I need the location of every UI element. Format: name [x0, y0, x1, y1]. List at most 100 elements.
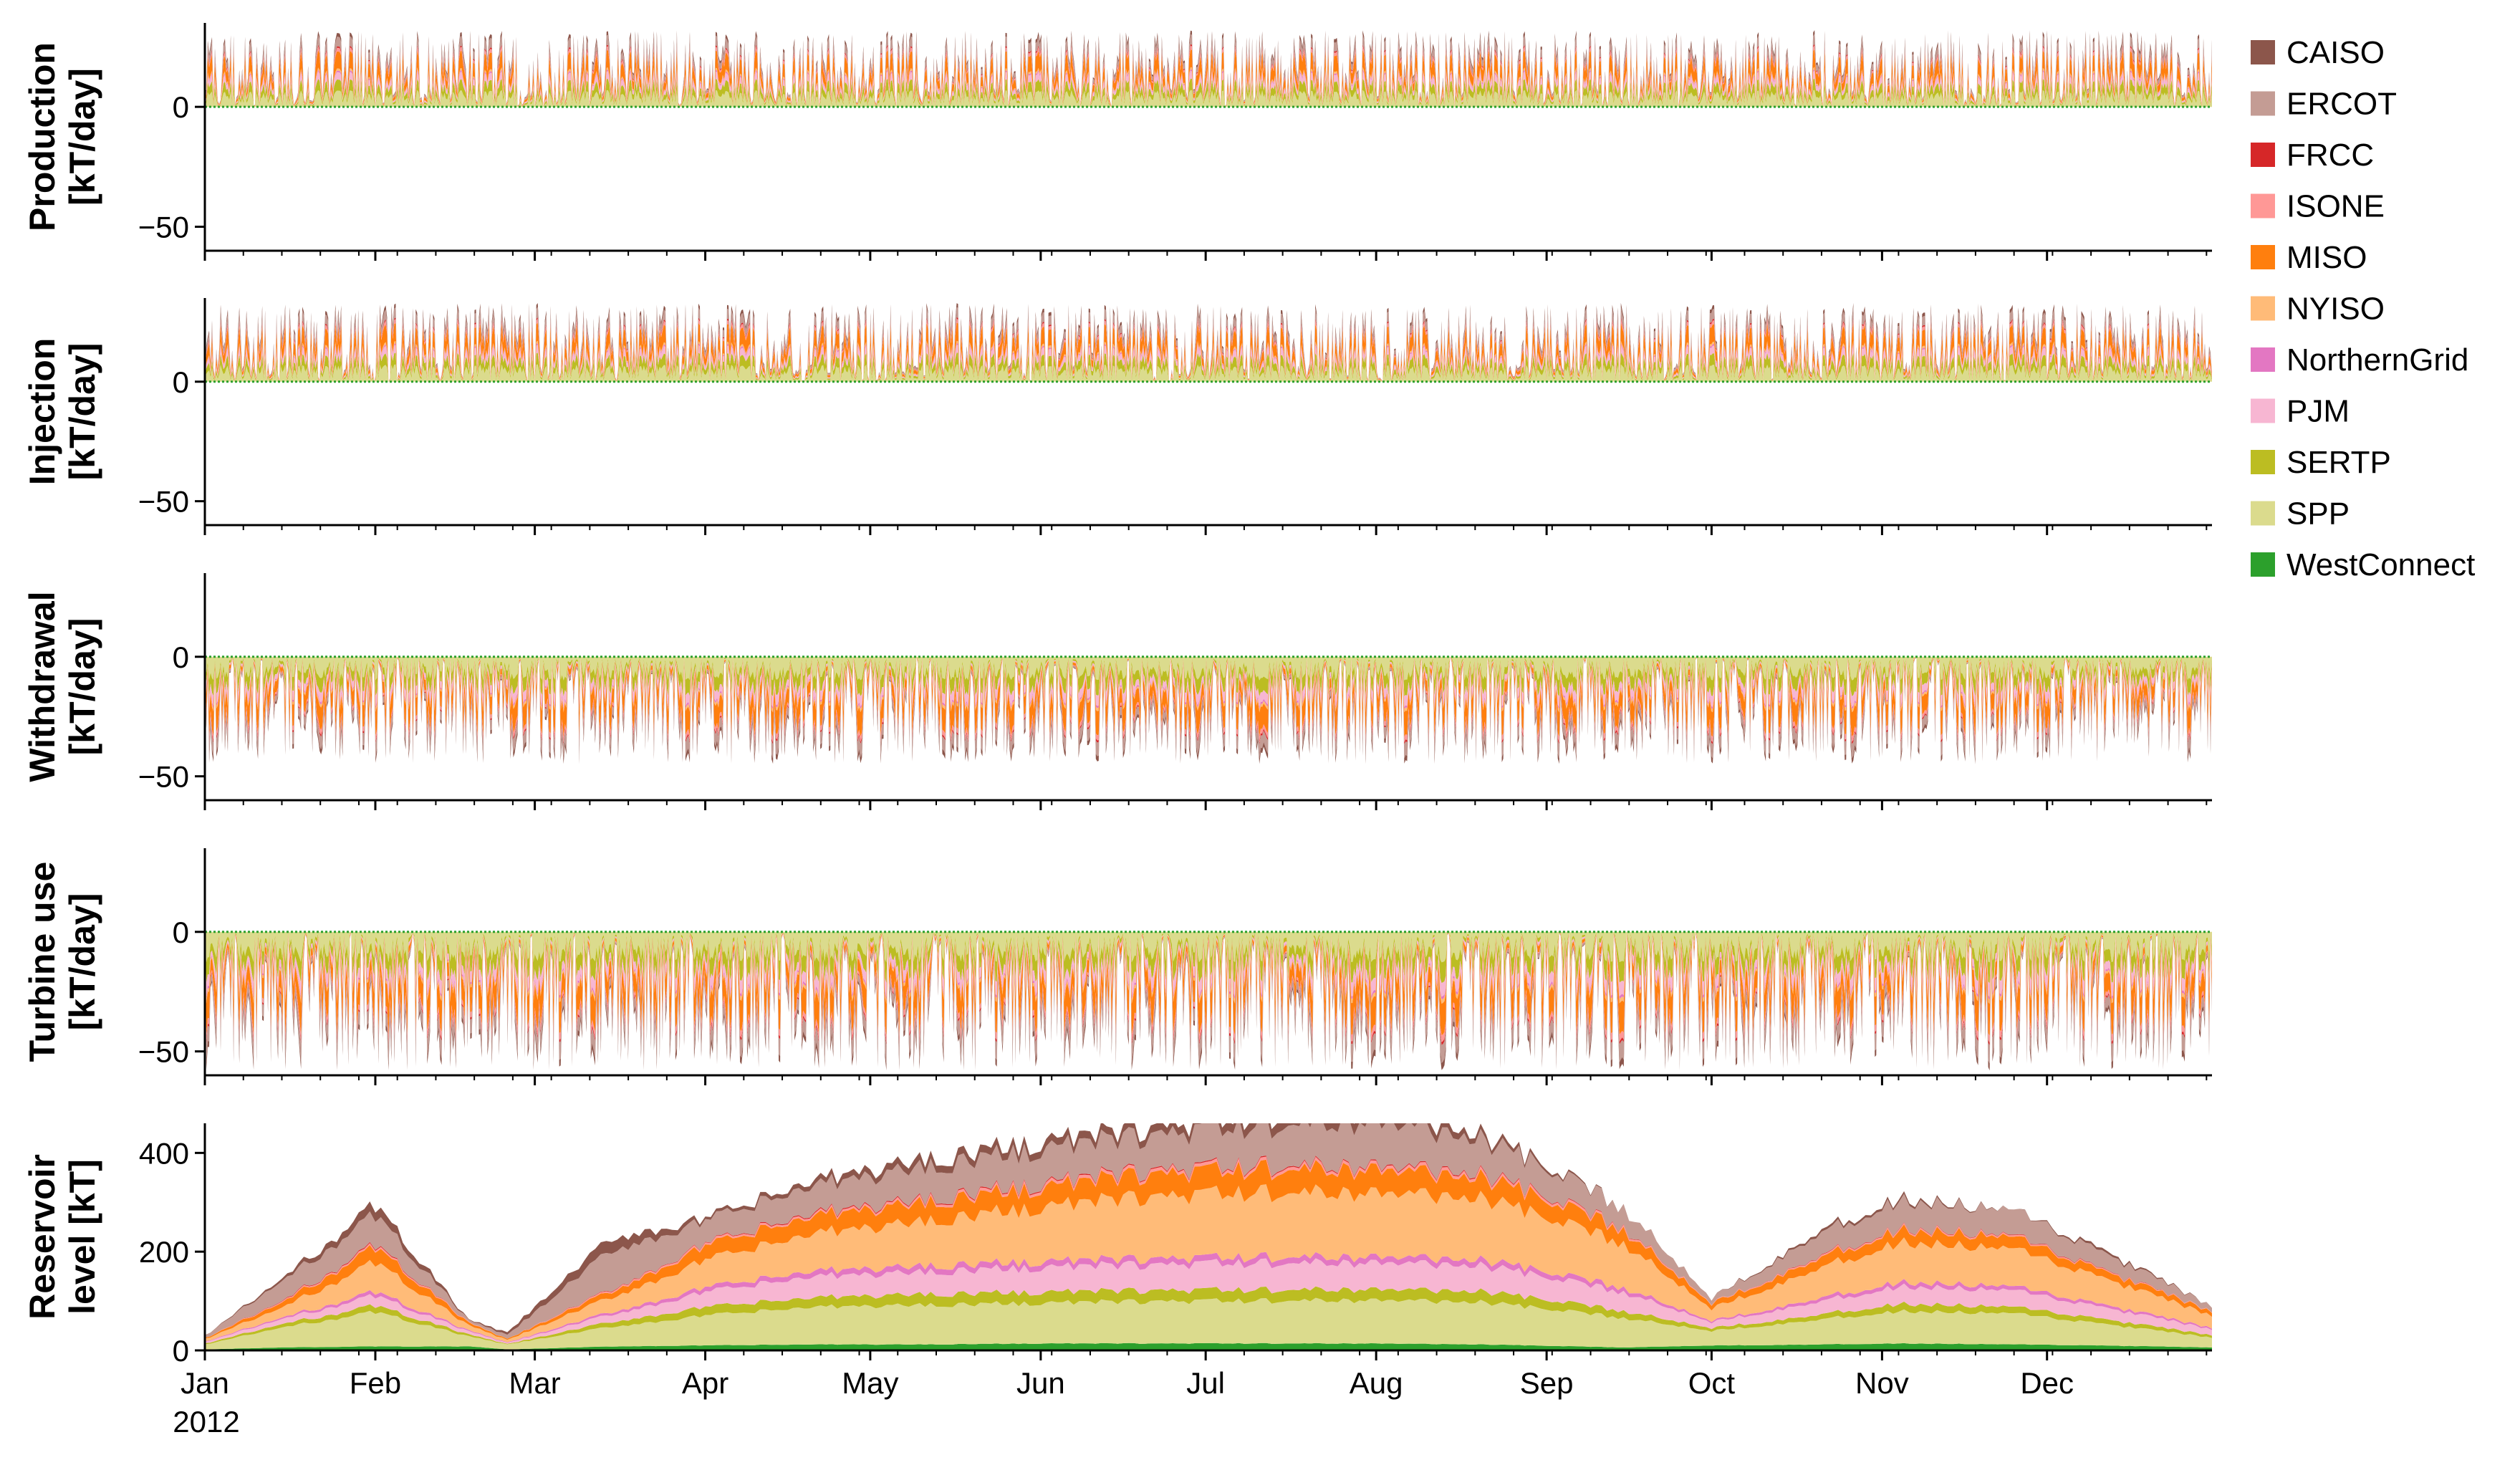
legend: CAISO ERCOT FRCC ISONE MISO NYISO NorthernGrid… [2251, 35, 2475, 582]
y-tick-label-injection: 0 [173, 365, 189, 399]
area-reservoir-SERTP [205, 1286, 2212, 1345]
y-tick-label-injection: −50 [138, 485, 189, 519]
area-production-SERTP [205, 78, 2212, 107]
area-reservoir-PJM [205, 1258, 2212, 1344]
area-turbine-PJM [205, 931, 2212, 997]
legend-label: PJM [2286, 394, 2350, 429]
legend-label: ERCOT [2286, 87, 2397, 122]
legend-swatch [2251, 398, 2275, 423]
x-tick-label: Apr [682, 1366, 728, 1400]
legend-swatch [2251, 347, 2275, 372]
area-injection-CAISO [205, 302, 2212, 382]
area-injection-PJM [205, 345, 2212, 382]
legend-swatch [2251, 552, 2275, 577]
legend-label: MISO [2286, 240, 2367, 275]
y-tick-label-reservoir: 400 [139, 1136, 189, 1170]
legend-item-CAISO: CAISO [2251, 35, 2385, 70]
legend-item-WestConnect: WestConnect [2251, 547, 2475, 582]
x-tick-label: Dec [2020, 1366, 2074, 1400]
plot-area-production [205, 30, 2212, 107]
legend-item-SERTP: SERTP [2251, 445, 2391, 480]
legend-item-ERCOT: ERCOT [2251, 87, 2397, 122]
panel-reservoir: 0 200 400 Reservoirlevel [kT] [22, 1123, 2212, 1368]
y-tick-label-withdrawal: −50 [138, 760, 189, 794]
area-injection-MISO [205, 322, 2212, 382]
area-withdrawal-MISO [205, 656, 2212, 738]
area-reservoir-WestConnect [205, 1343, 2212, 1350]
x-tick-label: Nov [1855, 1366, 1909, 1400]
x-tick-label: Sep [1520, 1366, 1574, 1400]
panel-injection: 0 −50 Injection[kT/day] [22, 298, 2212, 535]
y-tick-label-reservoir: 200 [139, 1235, 189, 1269]
area-turbine-SERTP [205, 931, 2212, 984]
x-tick-label: Aug [1350, 1366, 1403, 1400]
legend-swatch [2251, 501, 2275, 526]
area-turbine-SPP [205, 931, 2212, 963]
area-injection-SERTP [205, 352, 2212, 382]
legend-label: NYISO [2286, 292, 2385, 327]
legend-swatch [2251, 450, 2275, 474]
legend-label: SPP [2286, 496, 2350, 532]
y-axis-label-turbine: Turbine use[kT/day] [22, 862, 102, 1062]
legend-label: CAISO [2286, 35, 2385, 70]
panel-production: 0 −50 Production[kT/day] [22, 23, 2212, 261]
area-withdrawal-SERTP [205, 656, 2212, 697]
y-tick-label-withdrawal: 0 [173, 640, 189, 674]
legend-item-PJM: PJM [2251, 394, 2350, 429]
x-tick-label: Oct [1688, 1366, 1736, 1400]
area-withdrawal-PJM [205, 656, 2212, 708]
area-reservoir-SPP [205, 1297, 2212, 1350]
x-tick-label: Mar [509, 1366, 560, 1400]
panel-turbine: 0 −50 Turbine use[kT/day] [22, 848, 2212, 1085]
legend-item-SPP: SPP [2251, 496, 2350, 532]
x-tick-label: Jul [1186, 1366, 1225, 1400]
legend-item-NYISO: NYISO [2251, 292, 2385, 327]
x-tick-label: Jan [181, 1366, 229, 1400]
area-injection-ISONE [205, 318, 2212, 382]
y-axis-label-production: Production[kT/day] [22, 42, 102, 231]
legend-item-FRCC: FRCC [2251, 138, 2374, 173]
area-turbine-MISO [205, 931, 2212, 1036]
y-tick-label-turbine: 0 [173, 916, 189, 949]
area-reservoir-NYISO [205, 1184, 2212, 1343]
legend-swatch [2251, 296, 2275, 321]
panel-withdrawal: 0 −50 Withdrawal[kT/day] [22, 573, 2212, 810]
legend-label: WestConnect [2286, 547, 2475, 582]
legend-label: ISONE [2286, 189, 2385, 224]
area-injection-ERCOT [205, 307, 2212, 382]
plot-area-withdrawal [205, 656, 2212, 764]
area-injection-NorthernGrid [205, 342, 2212, 382]
legend-swatch [2251, 40, 2275, 64]
y-axis-label-reservoir: Reservoirlevel [kT] [22, 1154, 102, 1320]
area-production-SPP [205, 90, 2212, 107]
area-production-MISO [205, 49, 2212, 107]
area-injection-NYISO [205, 340, 2212, 382]
x-axis: Jan Feb Mar Apr May Jun Jul Aug Sep Oct Nov Dec 2012 [173, 1366, 2074, 1439]
y-tick-label-turbine: −50 [138, 1035, 189, 1069]
area-injection-SPP [205, 364, 2212, 382]
x-tick-label: Jun [1016, 1366, 1065, 1400]
y-tick-label-production: 0 [173, 90, 189, 124]
plot-area-injection [205, 302, 2212, 382]
legend-swatch [2251, 143, 2275, 167]
legend-item-NorthernGrid: NorthernGrid [2251, 342, 2468, 378]
area-withdrawal-ERCOT [205, 656, 2212, 759]
legend-swatch [2251, 245, 2275, 269]
x-tick-label: Feb [350, 1366, 401, 1400]
plot-area-reservoir [205, 1123, 2212, 1350]
legend-swatch [2251, 193, 2275, 218]
legend-label: FRCC [2286, 138, 2374, 173]
y-axis-label-withdrawal: Withdrawal[kT/day] [22, 591, 102, 782]
y-tick-label-production: −50 [138, 211, 189, 244]
area-withdrawal-SPP [205, 656, 2212, 681]
legend-item-MISO: MISO [2251, 240, 2367, 275]
area-production-PJM [205, 70, 2212, 107]
legend-item-ISONE: ISONE [2251, 189, 2385, 224]
x-tick-label: May [842, 1366, 898, 1400]
y-axis-label-injection: Injection[kT/day] [22, 338, 102, 486]
plot-area-turbine [205, 931, 2212, 1071]
x-year-label: 2012 [173, 1405, 239, 1439]
legend-swatch [2251, 91, 2275, 116]
legend-label: SERTP [2286, 445, 2391, 480]
